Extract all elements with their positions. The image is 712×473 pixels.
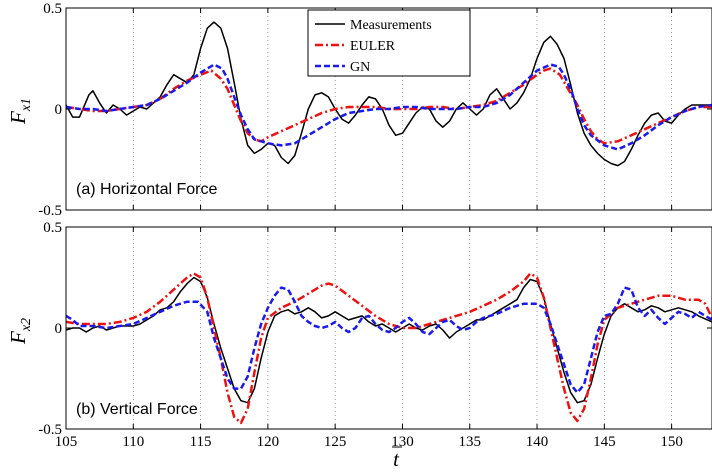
series-line-euler xyxy=(66,272,712,425)
axis-ticks: -0.5 0 0.5 xyxy=(38,1,712,219)
series-line-gn xyxy=(66,63,712,151)
x-tick-label: 150 xyxy=(660,434,683,450)
panel-horizontal-force: -0.5 0 0.5 (a) Horizontal Force Fx1 Measur… xyxy=(6,1,712,219)
y-tick-label: -0.5 xyxy=(38,422,62,438)
y-tick-label: -0.5 xyxy=(38,203,62,219)
x-tick-label: 140 xyxy=(526,434,549,450)
x-tick-label: 120 xyxy=(257,434,280,450)
x-tick-label: 110 xyxy=(122,434,144,450)
series-lines xyxy=(66,272,712,425)
series-line-euler xyxy=(66,67,712,145)
series-lines xyxy=(66,21,712,167)
axis-ticks: 105 110 115 120 125 130 135 140 145 150 -0.5 0 0.5 xyxy=(38,220,712,450)
y-tick-label: 0 xyxy=(55,102,63,118)
series-line-measurements xyxy=(66,21,712,167)
y-tick-label: 0 xyxy=(55,321,63,337)
x-tick-label: 130 xyxy=(391,434,414,450)
y-tick-label: 0.5 xyxy=(43,1,62,17)
plot-frame xyxy=(65,7,712,211)
x-tick-label: 135 xyxy=(459,434,482,450)
y-axis-label: Fx2 xyxy=(6,318,34,345)
x-tick-label: 115 xyxy=(190,434,212,450)
panel-label: (a) Horizontal Force xyxy=(76,181,217,198)
legend-label-euler: EULER xyxy=(350,39,396,54)
series-line-measurements xyxy=(66,276,712,404)
x-tick-label: 105 xyxy=(55,434,78,450)
legend: Measurements EULER GN xyxy=(307,9,471,77)
panel-vertical-force: 105 110 115 120 125 130 135 140 145 150 -0.5 0 0.5 (… xyxy=(6,220,712,471)
series-line-gn xyxy=(66,286,712,394)
x-axis-label: t xyxy=(393,447,400,471)
legend-label-measurements: Measurements xyxy=(350,18,432,33)
plot-frame xyxy=(65,226,712,430)
panel-label: (b) Vertical Force xyxy=(76,401,198,418)
x-tick-label: 125 xyxy=(324,434,347,450)
y-axis-label: Fx1 xyxy=(6,98,34,125)
x-tick-label: 145 xyxy=(593,434,616,450)
legend-label-gn: GN xyxy=(350,60,370,75)
y-tick-label: 0.5 xyxy=(43,220,62,236)
